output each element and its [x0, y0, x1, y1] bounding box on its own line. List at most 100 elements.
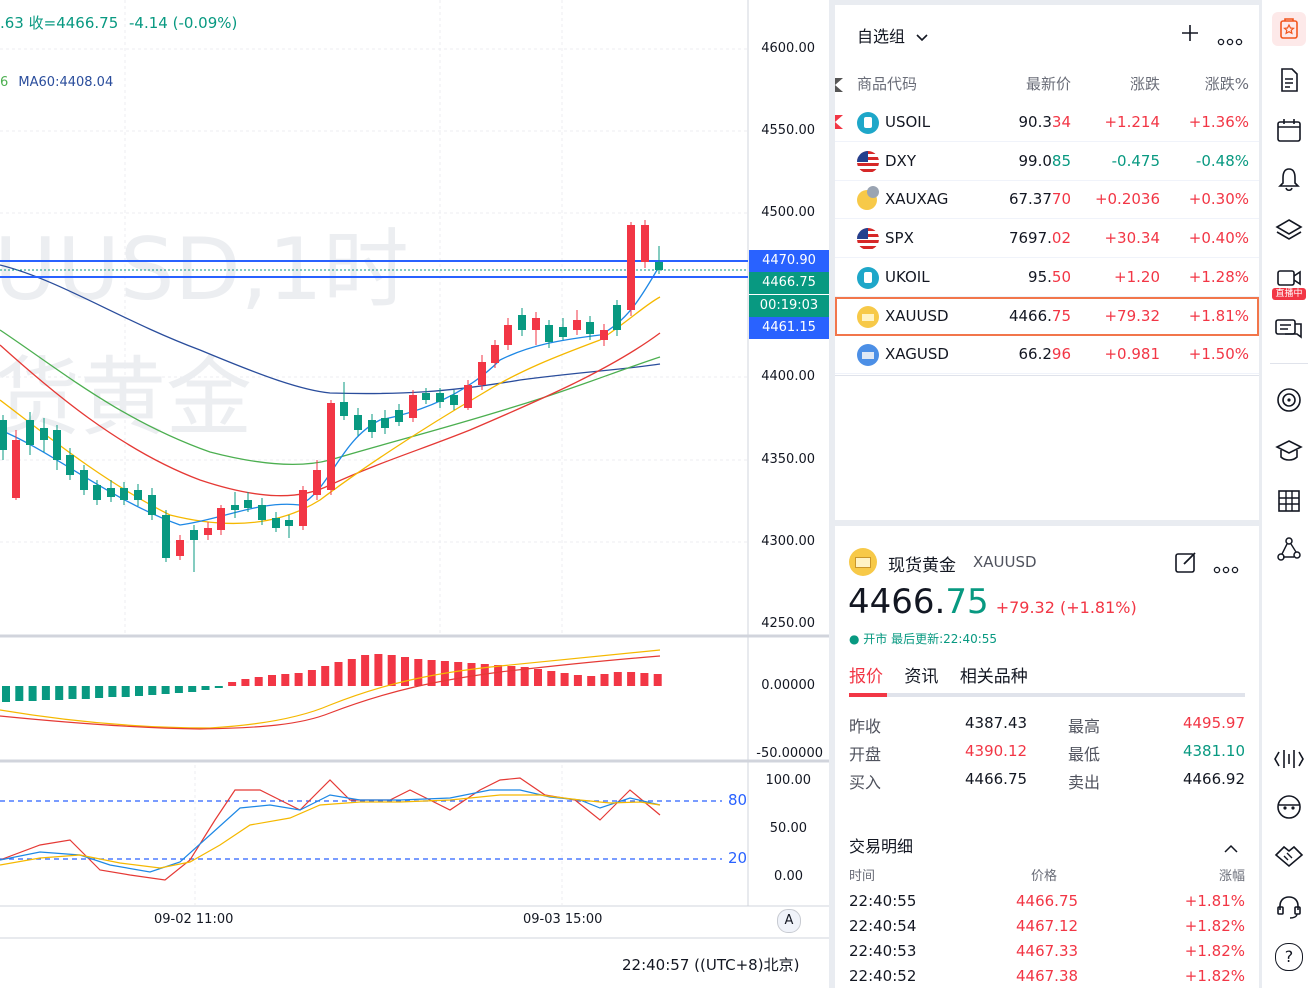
- network-icon[interactable]: [1272, 532, 1306, 566]
- price-change-pct: +0.30%: [1188, 190, 1249, 209]
- macd-bar: [15, 686, 24, 701]
- tab-quote[interactable]: 报价: [849, 667, 883, 687]
- last-price-head: 4466.: [1008, 306, 1052, 325]
- candle-body: [395, 410, 403, 422]
- chart-clock[interactable]: 22:40:57 ((UTC+8)北京): [622, 954, 799, 975]
- header-last[interactable]: 最新价: [1025, 75, 1071, 93]
- header-symbol[interactable]: 商品代码: [857, 75, 918, 93]
- candle-body: [40, 428, 48, 440]
- layers-icon[interactable]: [1272, 212, 1306, 246]
- candlestick-chart[interactable]: [0, 0, 829, 988]
- price-axis-4500: 4500.00: [761, 205, 815, 220]
- stat-value: 4387.43: [965, 714, 1028, 732]
- macd-bar: [374, 654, 383, 686]
- price-tag-last: 4466.75: [749, 272, 829, 294]
- chat-icon[interactable]: [1272, 312, 1306, 346]
- watchlist-row[interactable]: UKOIL 95.50 +1.20 +1.28%: [835, 258, 1259, 297]
- help-icon[interactable]: ?: [1272, 940, 1306, 974]
- macd-lines: [0, 649, 661, 730]
- stat-label: 卖出: [1068, 773, 1101, 792]
- macd-bar: [454, 662, 463, 686]
- support-icon[interactable]: [1272, 890, 1306, 924]
- watchlist-more-button[interactable]: [1217, 31, 1243, 50]
- us-flag-icon: [857, 228, 879, 251]
- live-icon[interactable]: 直播中: [1272, 262, 1306, 306]
- macd-bar: [640, 673, 649, 686]
- trade-pct: +1.82%: [1184, 942, 1245, 960]
- candle-body: [217, 508, 225, 530]
- watchlist-row[interactable]: DXY 99.085 -0.475 -0.48%: [835, 142, 1259, 181]
- watchlist-selector[interactable]: 自选组: [857, 23, 928, 47]
- last-price-tail: 50: [1051, 267, 1071, 286]
- header-pct[interactable]: 涨跌%: [1204, 75, 1249, 93]
- price-tag-low[interactable]: 4461.15: [749, 317, 829, 339]
- last-price-tail: 75: [1051, 306, 1071, 325]
- watchlist-row[interactable]: XAUXAG 67.3770 +0.2036 +0.30%: [835, 180, 1259, 220]
- detail-more-button[interactable]: [1213, 559, 1239, 578]
- kdj-k-line: [0, 789, 661, 873]
- trade-time: 22:40:53: [849, 942, 917, 960]
- macd-bar: [494, 665, 503, 686]
- macd-bar: [148, 686, 157, 695]
- handshake-icon[interactable]: [1272, 838, 1306, 872]
- legend-prefix: .63 收=: [0, 14, 57, 32]
- calendar-icon[interactable]: [1272, 113, 1306, 147]
- macd-bar: [28, 686, 37, 701]
- trades-header-time: 时间: [849, 869, 876, 884]
- watchlist-row[interactable]: XAGUSD 66.296 +0.981 +1.50%: [835, 335, 1259, 375]
- watchlist-row[interactable]: USOIL 90.334 +1.214 +1.36%: [835, 103, 1259, 142]
- edit-icon[interactable]: [1174, 550, 1198, 578]
- price-change-pct: +1.28%: [1188, 267, 1249, 286]
- watchlist-row[interactable]: SPX 7697.02 +30.34 +0.40%: [835, 219, 1259, 259]
- price-axis-4300: 4300.00: [761, 534, 815, 549]
- watchlist-row[interactable]: XAUUSD 4466.75 +79.32 +1.81%: [835, 296, 1259, 336]
- symbol-name: UKOIL: [885, 267, 930, 286]
- candle-body: [107, 488, 115, 497]
- trade-time: 22:40:55: [849, 892, 917, 910]
- chevron-down-icon: [916, 27, 928, 46]
- macd-bar: [254, 677, 263, 686]
- face-icon[interactable]: [1272, 790, 1306, 824]
- price-change-pct: +0.40%: [1188, 229, 1249, 248]
- macd-histogram: [2, 654, 662, 702]
- target-icon[interactable]: [1272, 383, 1306, 417]
- trades-header-price: 价格: [1031, 869, 1058, 884]
- stat-label: 昨收: [849, 717, 882, 736]
- tab-related[interactable]: 相关品种: [959, 667, 1028, 687]
- education-icon[interactable]: [1272, 434, 1306, 468]
- chart-panel[interactable]: UUSD,1时 货黄金: [0, 0, 829, 988]
- ma-partial: 6: [0, 75, 9, 90]
- macd-bar: [547, 671, 556, 686]
- trades-title: 交易明细: [849, 837, 914, 856]
- price-tag-high[interactable]: 4470.90: [749, 250, 829, 272]
- kdj-axis-100: 100.00: [765, 773, 812, 788]
- last-price: 99.085: [1019, 142, 1072, 180]
- alert-icon[interactable]: [1272, 162, 1306, 196]
- price-change-pct: -0.48%: [1195, 151, 1249, 170]
- macd-bar: [401, 657, 409, 686]
- stat-label: 最高: [1068, 717, 1101, 736]
- macd-bar: [228, 682, 237, 686]
- stat-label: 开盘: [849, 745, 882, 764]
- trade-price: 4467.38: [1016, 967, 1079, 985]
- news-icon[interactable]: [1272, 63, 1306, 97]
- collapse-icon[interactable]: [1224, 838, 1238, 857]
- add-symbol-button[interactable]: [1180, 23, 1200, 47]
- price-axis-4600: 4600.00: [761, 41, 815, 56]
- data-window-icon[interactable]: [1272, 742, 1306, 776]
- last-price-head: 99.0: [1018, 151, 1052, 170]
- grid-icon[interactable]: [1272, 484, 1306, 518]
- watchlist-icon[interactable]: [1272, 12, 1306, 46]
- candle-body: [204, 528, 212, 535]
- macd-bar: [307, 670, 316, 686]
- candle-body: [285, 520, 293, 526]
- macd-bar: [387, 655, 396, 686]
- macd-bar: [201, 686, 210, 690]
- price-axis-4250: 4250.00: [761, 616, 815, 631]
- last-price-tail: 02: [1051, 229, 1071, 248]
- auto-scale-button[interactable]: A: [777, 909, 801, 933]
- price-change: +1.214: [1104, 113, 1160, 131]
- last-price: 66.296: [1019, 335, 1072, 373]
- tab-news[interactable]: 资讯: [904, 667, 939, 687]
- header-change[interactable]: 涨跌: [1129, 75, 1160, 93]
